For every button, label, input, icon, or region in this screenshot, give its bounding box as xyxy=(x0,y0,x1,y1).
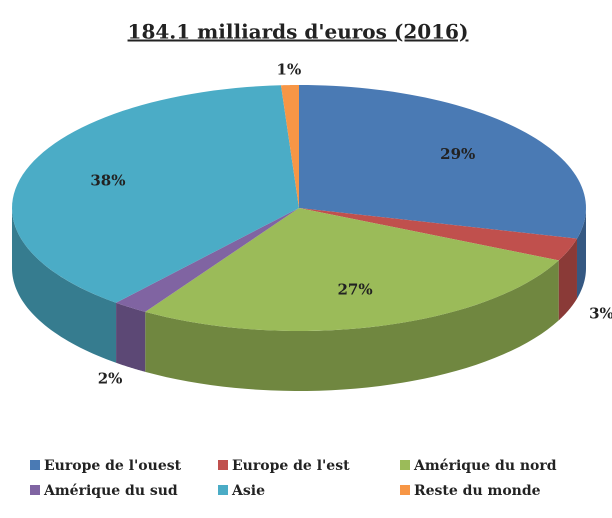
pie-side xyxy=(12,208,117,363)
legend-label: Amérique du nord xyxy=(413,458,557,474)
pie-slice xyxy=(299,85,586,239)
legend-label: Europe de l'est xyxy=(232,458,350,474)
pie-slice xyxy=(299,208,577,261)
chart-title: 184.1 milliards d'euros (2016) xyxy=(128,20,469,44)
legend-label: Amérique du sud xyxy=(43,483,178,499)
data-label: 1% xyxy=(277,60,302,78)
data-label: 29% xyxy=(440,145,475,163)
legend-swatch xyxy=(218,460,228,470)
legend-swatch xyxy=(400,460,410,470)
pie-sides xyxy=(12,208,586,391)
pie-slice xyxy=(116,208,299,312)
pie-side xyxy=(145,260,559,391)
data-label: 27% xyxy=(337,281,372,299)
legend-swatch xyxy=(30,485,40,495)
legend-label: Europe de l'ouest xyxy=(44,458,182,474)
legend: Europe de l'ouest Europe de l'est Amérique… xyxy=(30,458,557,499)
pie-tops xyxy=(12,85,586,331)
pie-slice xyxy=(280,85,299,208)
data-label: 2% xyxy=(98,369,123,387)
data-label: 38% xyxy=(90,171,125,189)
legend-swatch xyxy=(218,485,228,495)
data-label: 3% xyxy=(589,305,612,323)
legend-swatch xyxy=(400,485,410,495)
pie-slice xyxy=(145,208,559,331)
data-labels: 29% 3% 27% 2% 38% 1% xyxy=(90,60,612,387)
pie-side xyxy=(558,238,577,321)
legend-swatch xyxy=(30,460,40,470)
legend-label: Reste du monde xyxy=(414,483,541,499)
pie-side xyxy=(576,208,586,299)
pie-side xyxy=(116,302,146,372)
legend-label: Asie xyxy=(231,483,265,499)
pie-slice xyxy=(12,85,300,303)
